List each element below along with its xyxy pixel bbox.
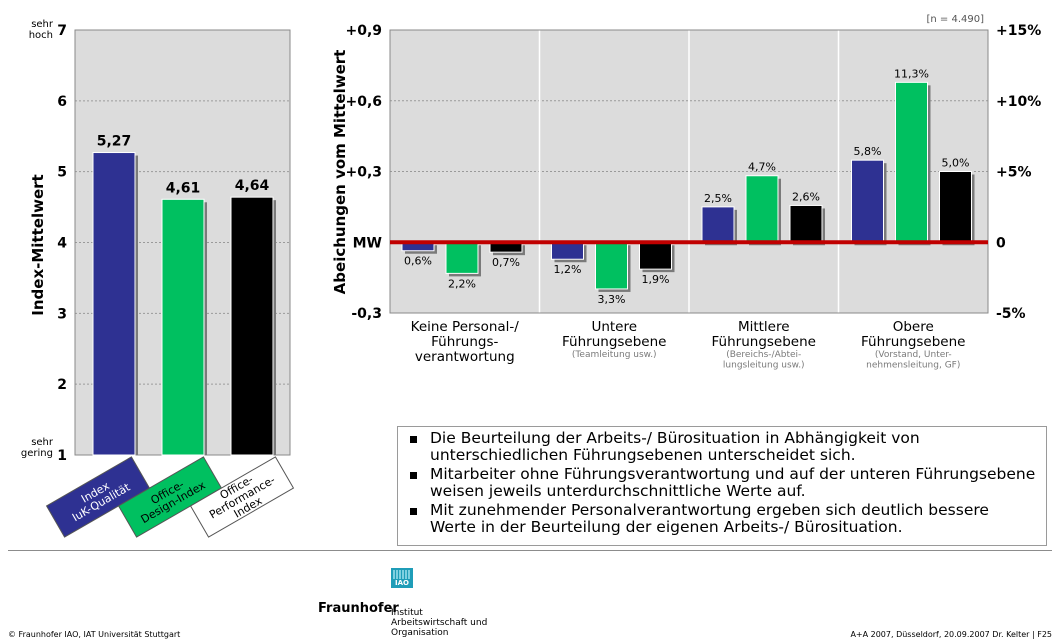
right-group-sublabel: (Vorstand, Unter- <box>875 350 952 360</box>
logo-box-text: IAO <box>395 579 409 587</box>
institute-line: Institut <box>391 608 423 618</box>
right-bar-value-label: 2,6% <box>792 190 820 203</box>
right-bar <box>789 204 823 243</box>
left-y-tick-label: 6 <box>57 94 67 110</box>
right-bar-value-label: 4,7% <box>748 161 776 174</box>
chart-area: 1234567sehrhochsehrgeringIndex-Mittelwer… <box>21 14 1041 538</box>
left-y-axis-title: Index-Mittelwert <box>29 174 47 315</box>
right-bar-value-label: 2,5% <box>704 192 732 205</box>
right-right-tick-label: -5% <box>996 306 1026 322</box>
left-y-tick-label: 2 <box>57 377 67 393</box>
right-bar <box>851 159 884 243</box>
left-category-tag-box <box>189 456 295 538</box>
right-group-label: Führungs- <box>431 334 498 350</box>
left-bar <box>92 152 136 456</box>
right-bar-value-label: 0,6% <box>404 255 432 268</box>
left-y-bottom-label: sehr <box>31 437 54 448</box>
right-bar-value-label: 2,2% <box>448 277 476 290</box>
left-y-tick-label: 3 <box>57 306 67 322</box>
right-group-sublabel: nehmensleitung, GF) <box>866 361 960 371</box>
bullet-item: Mitarbeiter ohne Führungsverantwortung u… <box>406 466 1036 500</box>
right-group-label: Obere <box>893 319 934 335</box>
left-y-tick-label: 7 <box>57 23 67 39</box>
summary-box: Die Beurteilung der Arbeits-/ Bürosituat… <box>397 426 1047 546</box>
fraunhofer-logo-text: Fraunhofer <box>318 601 399 616</box>
left-category-tag: Office-Performance-Index <box>189 456 295 538</box>
right-group-sublabel: lungsleitung usw.) <box>723 361 805 371</box>
right-right-tick-label: +5% <box>996 165 1032 181</box>
right-group-label: verantwortung <box>415 349 515 365</box>
right-group-label: Führungsebene <box>712 334 816 350</box>
right-group-label: Untere <box>591 319 637 335</box>
right-bar <box>895 81 928 243</box>
left-bar-value-label: 4,61 <box>166 180 201 196</box>
left-bar <box>161 198 205 456</box>
left-category-tag-box <box>45 456 151 538</box>
right-bar-value-label: 0,7% <box>492 256 520 269</box>
left-category-tag-box <box>117 456 223 538</box>
right-bar <box>551 241 584 260</box>
right-group-label: Mittlere <box>738 319 790 335</box>
right-bar <box>595 241 628 290</box>
right-bar-value-label: 1,2% <box>554 263 582 276</box>
bullet-item: Mit zunehmender Personalverantwortung er… <box>406 502 1036 536</box>
right-left-tick-label: -0,3 <box>351 306 382 322</box>
left-y-tick-label: 4 <box>57 236 67 252</box>
right-bar <box>445 241 479 274</box>
institute-line: Arbeitswirtschaft und <box>391 618 488 628</box>
right-bar-value-label: 3,3% <box>598 293 626 306</box>
right-bar <box>745 175 779 243</box>
left-bar <box>230 196 274 456</box>
right-group-label: Führungsebene <box>861 334 965 350</box>
right-left-tick-label: +0,6 <box>345 94 382 110</box>
institute-name: Institut Arbeitswirtschaft und Organisat… <box>391 608 487 638</box>
left-y-tick-label: 1 <box>57 448 67 464</box>
right-bar <box>939 171 972 243</box>
right-right-tick-label: +15% <box>996 23 1041 39</box>
iao-logo: IAO <box>391 568 413 588</box>
right-bar-value-label: 11,3% <box>894 67 929 80</box>
bullet-item: Die Beurteilung der Arbeits-/ Bürosituat… <box>406 430 1036 464</box>
left-bar-value-label: 4,64 <box>235 178 270 194</box>
footer-event: A+A 2007, Düsseldorf, 20.09.2007 Dr. Kel… <box>850 630 1052 639</box>
right-plot-frame <box>389 29 989 314</box>
right-bar <box>639 241 672 270</box>
left-y-top-label: hoch <box>29 30 53 41</box>
right-bar <box>701 206 735 243</box>
institute-line: Organisation <box>391 628 449 638</box>
left-y-top-label: sehr <box>31 19 54 30</box>
right-left-tick-label: +0,9 <box>345 23 382 39</box>
right-group-label: Führungsebene <box>562 334 666 350</box>
right-left-tick-label: MW <box>353 235 382 251</box>
right-y-axis-title: Abeichungen vom Mittelwert <box>331 50 349 295</box>
right-bar-value-label: 1,9% <box>642 273 670 286</box>
right-bar-value-label: 5,8% <box>854 145 882 158</box>
right-group-label: Keine Personal-/ <box>411 319 520 335</box>
right-right-tick-label: +10% <box>996 94 1041 110</box>
right-right-tick-label: 0 <box>996 235 1006 251</box>
left-y-bottom-label: gering <box>21 448 53 459</box>
footer-divider <box>8 550 1052 551</box>
footer-copyright: © Fraunhofer IAO, IAT Universität Stuttg… <box>8 630 181 639</box>
sample-size-note: [n = 4.490] <box>926 14 984 25</box>
left-y-tick-label: 5 <box>57 165 67 181</box>
left-bar-value-label: 5,27 <box>97 134 132 150</box>
right-left-tick-label: +0,3 <box>345 165 382 181</box>
right-group-sublabel: (Bereichs-/Abtei- <box>726 350 801 360</box>
right-group-sublabel: (Teamleitung usw.) <box>572 350 657 360</box>
right-bar-value-label: 5,0% <box>942 157 970 170</box>
